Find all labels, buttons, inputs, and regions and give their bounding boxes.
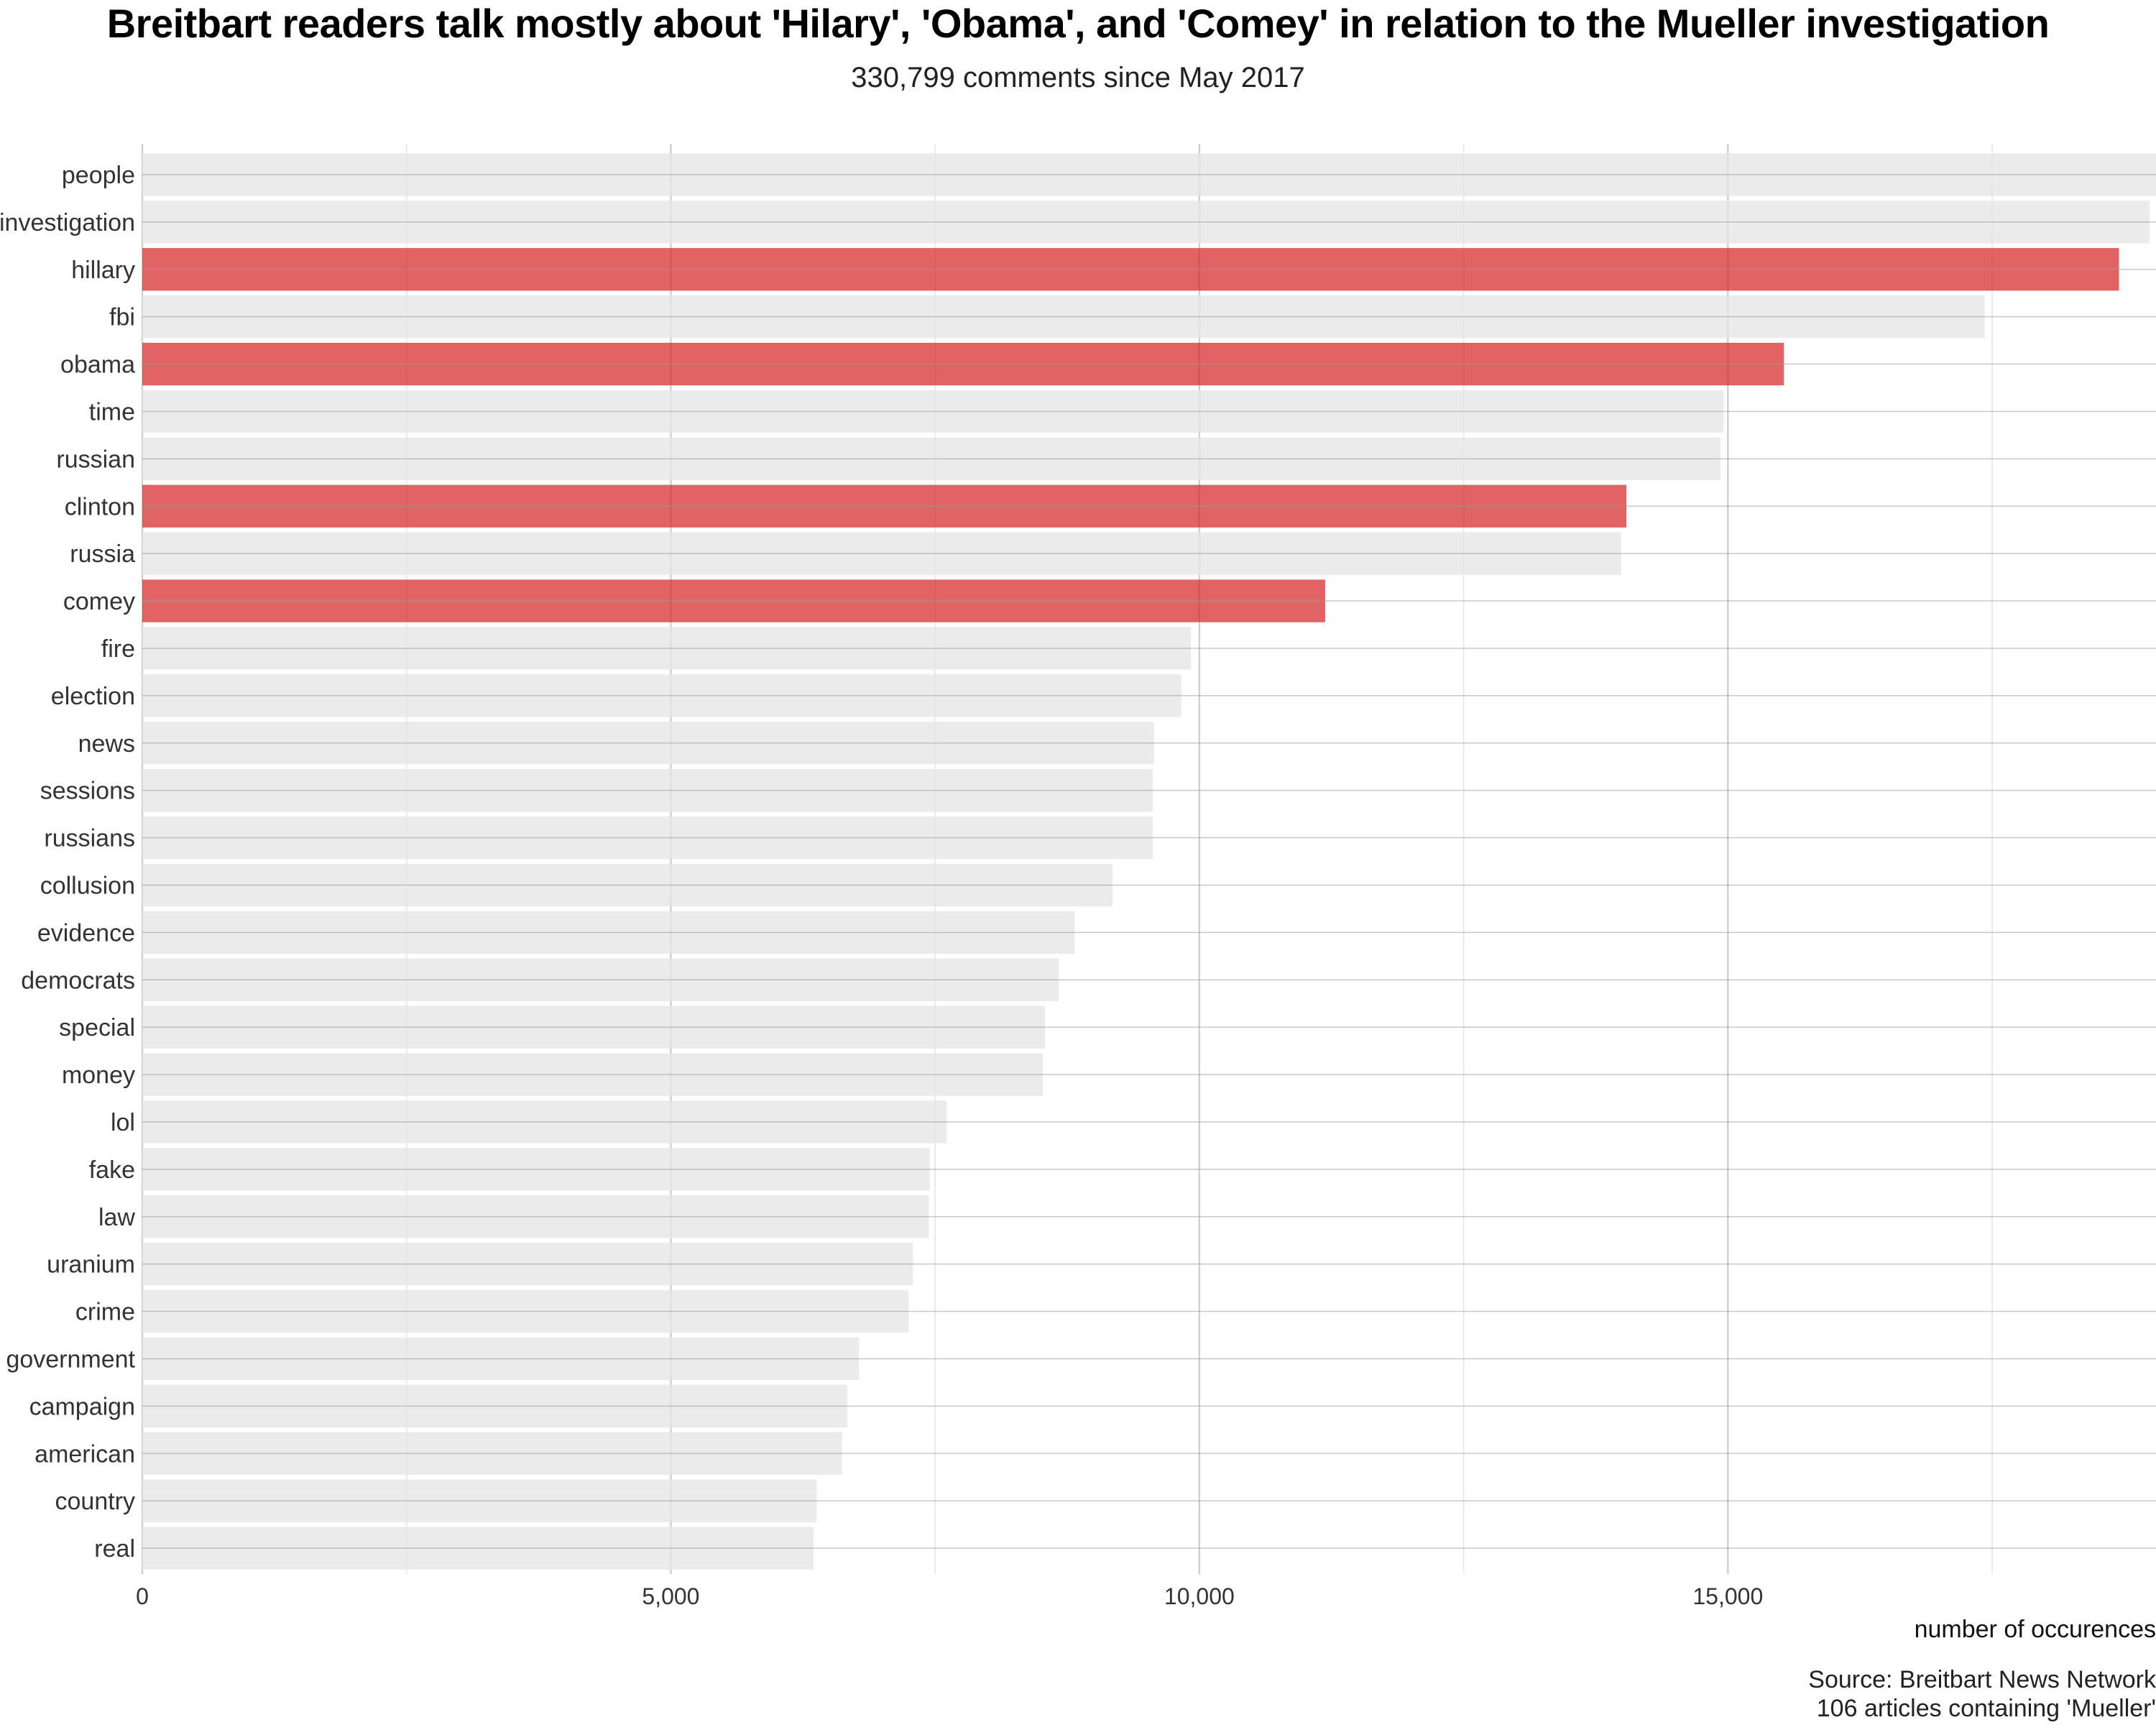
y-tick-label-election: election — [51, 683, 135, 710]
y-tick-label-crime: crime — [75, 1299, 135, 1326]
y-tick-label-hillary: hillary — [71, 257, 135, 284]
y-tick-label-campaign: campaign — [29, 1393, 135, 1420]
source-caption: Source: Breitbart News Network — [1808, 1666, 2156, 1693]
y-tick-label-real: real — [94, 1535, 135, 1563]
y-tick-label-comey: comey — [63, 588, 135, 615]
x-axis-label: number of occurences — [1914, 1616, 2156, 1643]
x-tick-label: 0 — [136, 1583, 149, 1609]
articles-caption: 106 articles containing 'Mueller' — [1816, 1695, 2156, 1722]
y-tick-label-law: law — [98, 1204, 135, 1231]
chart-subtitle: 330,799 comments since May 2017 — [851, 62, 1305, 93]
y-tick-label-obama: obama — [60, 351, 135, 379]
chart-title: Breitbart readers talk mostly about 'Hil… — [106, 1, 2050, 46]
y-tick-label-people: people — [62, 162, 135, 189]
bars — [142, 153, 2156, 1570]
y-tick-label-fire: fire — [101, 635, 135, 663]
y-tick-label-russian: russian — [56, 446, 135, 473]
y-tick-label-democrats: democrats — [21, 967, 135, 994]
y-tick-label-collusion: collusion — [40, 872, 135, 899]
y-tick-labels: people investigation hillary fbi obama time ru… — [0, 162, 136, 1563]
y-tick-label-russians: russians — [44, 825, 135, 852]
y-tick-label-clinton: clinton — [65, 493, 135, 520]
y-tick-label-sessions: sessions — [40, 778, 135, 805]
y-tick-label-lol: lol — [111, 1109, 135, 1136]
x-tick-labels: 0 5,000 10,000 15,000 — [136, 1583, 1763, 1609]
x-tick-label: 10,000 — [1164, 1583, 1235, 1609]
y-tick-label-evidence: evidence — [37, 919, 135, 947]
y-tick-label-investigation: investigation — [0, 209, 135, 236]
y-tick-label-fake: fake — [89, 1156, 135, 1184]
y-tick-label-news: news — [78, 730, 135, 758]
y-tick-label-special: special — [59, 1014, 135, 1041]
y-tick-label-time: time — [89, 398, 135, 426]
y-tick-label-money: money — [62, 1062, 135, 1089]
x-tick-label: 5,000 — [642, 1583, 699, 1609]
x-tick-label: 15,000 — [1692, 1583, 1763, 1609]
y-tick-label-russia: russia — [70, 540, 135, 568]
y-tick-label-uranium: uranium — [47, 1251, 135, 1279]
y-tick-label-fbi: fbi — [109, 304, 135, 331]
category-grid-lines — [142, 174, 2156, 1549]
y-tick-label-american: american — [34, 1440, 135, 1468]
y-tick-label-country: country — [55, 1488, 136, 1515]
y-tick-label-government: government — [6, 1346, 135, 1373]
